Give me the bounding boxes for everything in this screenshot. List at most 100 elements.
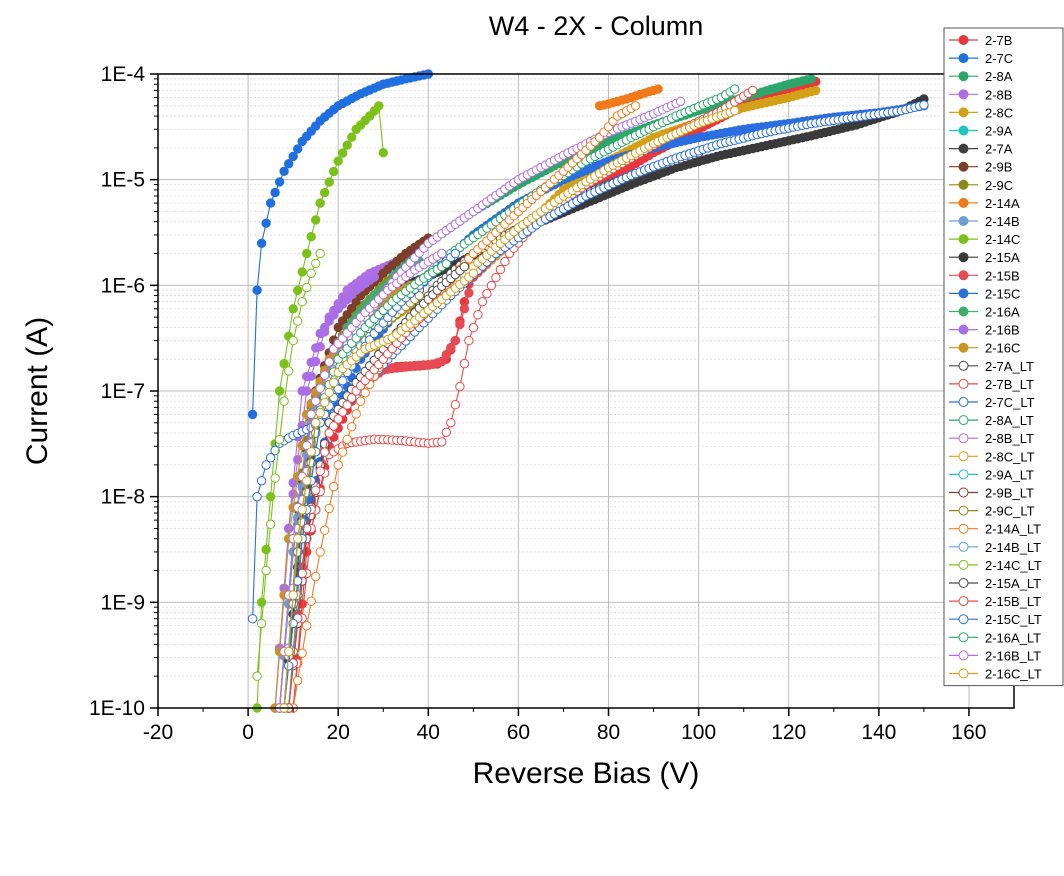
data-point [486,280,497,291]
legend-item: 2-7C [949,51,1013,66]
y-tick-label: 1E-7 [101,380,145,403]
data-point [270,187,280,198]
data-point [293,675,303,686]
legend-item: 2-7C_LT [949,395,1035,410]
legend-marker [958,270,969,281]
legend-label: 2-9B [985,160,1012,175]
x-tick-label: 0 [242,721,254,744]
legend-item: 2-8A [949,69,1013,84]
data-point [342,310,352,320]
y-tick-label: 1E-8 [101,486,145,509]
series-2-14C_LT [252,248,325,681]
legend-item: 2-8A_LT [949,413,1034,428]
data-point [324,177,334,187]
x-tick-label: -20 [143,721,173,744]
data-point [342,434,352,445]
data-point [482,289,492,299]
legend-label: 2-16C_LT [985,667,1042,682]
legend-item: 2-9C_LT [949,504,1035,519]
data-point [252,492,262,502]
data-point [315,198,325,208]
data-point [311,571,321,582]
legend-item: 2-9B_LT [949,486,1034,501]
data-point [297,648,307,658]
y-tick-label: 1E-4 [101,63,146,86]
data-point [338,148,348,158]
data-point [306,232,316,242]
y-tick-label: 1E-5 [101,169,145,192]
grid [158,74,1014,708]
legend-marker [958,614,969,625]
chart-title: W4 - 2X - Column [489,11,704,41]
data-point [333,384,343,394]
legend-marker [958,306,969,317]
x-tick-label: 120 [771,721,806,744]
legend-item: 2-8B_LT [949,431,1034,446]
data-point [464,335,474,346]
legend-item: 2-9B [949,160,1012,175]
data-point [315,408,325,418]
legend-marker [958,342,969,353]
legend-label: 2-8C_LT [985,449,1035,464]
data-point [748,85,758,96]
data-point [329,310,339,320]
legend-label: 2-15C [985,286,1020,301]
legend-label: 2-14B [985,214,1020,229]
data-point [293,534,303,544]
x-tick-label: 60 [507,721,530,744]
data-point [338,316,348,326]
legend-item: 2-16B [949,323,1020,338]
data-point [455,320,465,330]
data-point [320,525,330,535]
data-point [311,215,321,225]
data-point [351,409,361,419]
data-point [293,576,303,586]
legend-label: 2-9C_LT [985,504,1035,519]
x-tick-label: 80 [597,721,620,744]
data-point [247,614,258,624]
legend-label: 2-16A [985,305,1020,320]
y-tick-label: 1E-9 [101,591,145,614]
data-point [324,428,334,438]
legend-marker [958,668,969,679]
data-point [293,144,303,154]
data-point [473,310,483,320]
legend-item: 2-8C [949,105,1013,120]
data-point [329,166,339,177]
data-point [342,140,352,150]
legend-marker [958,360,969,371]
plot-series [247,69,929,713]
data-point [315,466,325,476]
legend-marker [958,35,969,45]
data-point [274,177,285,187]
legend-label: 2-15B_LT [985,594,1041,609]
data-point [315,383,325,393]
data-point [324,503,334,514]
data-point [265,198,276,208]
data-point [306,596,316,606]
legend-item: 2-16C_LT [949,667,1042,682]
legend-item: 2-14A [949,196,1020,211]
data-point [288,590,298,600]
legend-marker [958,252,969,263]
legend-marker [958,505,969,516]
data-point [261,218,271,228]
data-point [256,476,267,486]
legend-item: 2-14B_LT [949,540,1041,555]
data-point [630,101,641,111]
legend-marker [958,378,969,389]
data-point [369,272,379,282]
legend-label: 2-15B [985,268,1020,283]
data-point [311,485,321,495]
data-point [284,159,294,169]
legend-item: 2-15B [949,268,1020,283]
legend-label: 2-7B [985,33,1012,48]
data-point [288,151,298,162]
data-point [302,621,312,631]
data-point [450,335,460,346]
data-point [284,523,294,534]
legend-marker [958,451,969,462]
legend-item: 2-14C_LT [949,558,1042,573]
data-point [414,290,424,301]
legend-marker [958,125,969,136]
